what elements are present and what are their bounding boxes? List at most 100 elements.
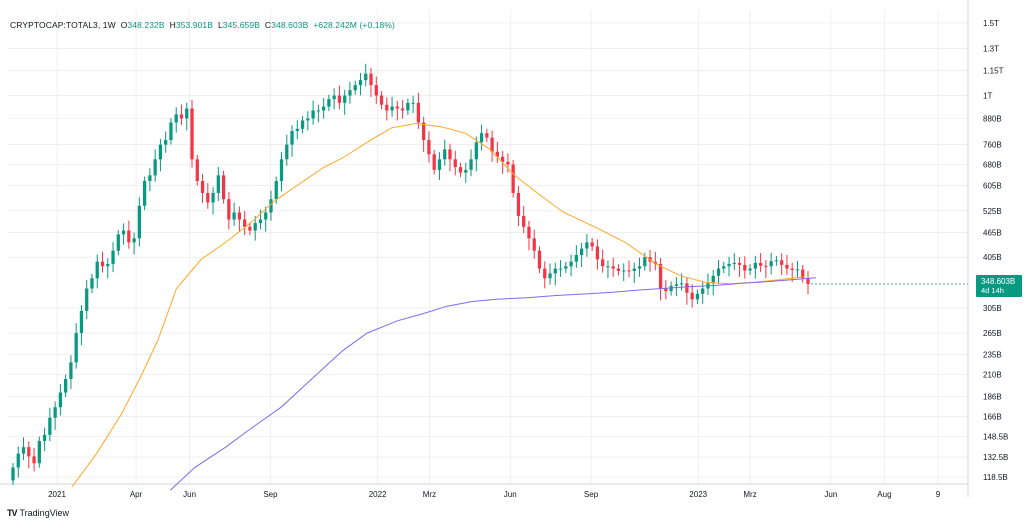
candle-body	[443, 149, 447, 160]
candle-body	[622, 270, 626, 272]
candle-body	[669, 285, 673, 292]
candle-body	[785, 264, 789, 269]
candle-body	[137, 205, 141, 239]
candle-body	[579, 248, 584, 255]
candle-body	[264, 212, 268, 220]
candle-body	[385, 104, 389, 111]
candle-body	[574, 254, 578, 262]
candle-body	[58, 392, 63, 408]
candle-body	[722, 266, 726, 269]
candle-body	[495, 151, 500, 157]
candle-body	[21, 447, 26, 454]
open-value: 348.232B	[127, 20, 165, 30]
candle-body	[632, 268, 636, 271]
candle-body	[464, 169, 468, 173]
x-tick-label: 2022	[369, 490, 387, 499]
x-tick-label: Aug	[877, 490, 891, 499]
close-key: C	[264, 20, 272, 30]
candle-body	[685, 283, 689, 293]
candle-body	[748, 268, 752, 271]
y-tick-label: 265B	[983, 329, 1002, 338]
candle-body	[232, 212, 236, 220]
candle-body	[311, 110, 315, 119]
candle-body	[269, 199, 273, 213]
candle-body	[32, 456, 36, 464]
candle-body	[606, 266, 610, 268]
candle-body	[253, 223, 257, 231]
tradingview-name: TradingView	[19, 508, 70, 518]
candle-body	[64, 378, 68, 393]
candle-body	[564, 266, 568, 269]
y-tick-label: 1.5T	[983, 19, 999, 28]
candle-body	[158, 144, 163, 160]
candle-body	[595, 246, 600, 260]
x-tick-label: 2021	[48, 490, 66, 499]
price-tag-box	[976, 275, 1022, 298]
y-tick-label: 880B	[983, 114, 1002, 123]
x-tick-label: Apr	[130, 490, 143, 499]
candle-body	[616, 268, 621, 271]
y-tick-label: 1T	[983, 92, 992, 101]
x-tick-label: Sep	[263, 490, 278, 499]
ohlc-legend: CRYPTOCAP:TOTAL3, 1W O348.232B H353.901B…	[10, 20, 395, 30]
moving-average-long-line	[169, 277, 816, 491]
candle-body	[295, 128, 299, 132]
candle-body	[611, 266, 615, 269]
candle-body	[400, 108, 405, 111]
candle-body	[416, 102, 421, 123]
candle-body	[332, 95, 336, 100]
candle-body	[53, 407, 57, 418]
candle-body	[200, 181, 205, 193]
candle-body	[732, 263, 736, 265]
candle-body	[474, 142, 478, 160]
candle-body	[106, 263, 110, 267]
candle-body	[111, 250, 115, 264]
candle-body	[358, 80, 363, 86]
y-tick-label: 210B	[983, 371, 1002, 380]
candle-body	[285, 144, 289, 160]
tradingview-brand[interactable]: TV TradingView	[7, 508, 69, 518]
y-tick-label: 465B	[983, 228, 1002, 237]
candle-body	[553, 268, 557, 274]
candle-body	[306, 118, 310, 121]
low-key: L	[217, 20, 223, 30]
candle-body	[680, 283, 684, 285]
candle-body	[590, 242, 594, 247]
candle-body	[142, 181, 147, 206]
y-tick-label: 1.15T	[983, 67, 1004, 76]
symbol-label: CRYPTOCAP:TOTAL3, 1W	[10, 20, 116, 30]
candle-body	[743, 264, 747, 271]
candle-body	[148, 175, 152, 182]
y-tick-label: 760B	[983, 141, 1002, 150]
candle-body	[795, 269, 800, 271]
candle-body	[121, 230, 126, 235]
x-tick-label: Mrz	[743, 490, 756, 499]
candle-body	[90, 278, 94, 289]
candle-body	[206, 192, 210, 203]
candle-body	[132, 238, 136, 243]
candle-body	[453, 159, 457, 168]
candle-body	[664, 288, 668, 292]
candle-body	[701, 288, 705, 294]
candle-body	[95, 261, 99, 279]
y-tick-label: 166B	[983, 413, 1002, 422]
y-tick-label: 305B	[983, 304, 1002, 313]
candle-body	[395, 106, 399, 109]
candle-body	[458, 167, 463, 173]
candle-body	[316, 110, 320, 112]
tradingview-logo-icon: TV	[7, 508, 17, 518]
candle-body	[37, 440, 41, 464]
candle-body	[74, 333, 78, 363]
candle-body	[243, 219, 247, 227]
candle-body	[343, 95, 347, 103]
candle-body	[637, 266, 642, 269]
open-key: O	[120, 20, 128, 30]
candle-body	[116, 234, 120, 251]
x-tick-label: Mrz	[423, 490, 436, 499]
candle-body	[300, 120, 305, 129]
x-tick-label: Jun	[183, 490, 196, 499]
x-tick-label: 2023	[689, 490, 707, 499]
candle-body	[516, 192, 521, 216]
